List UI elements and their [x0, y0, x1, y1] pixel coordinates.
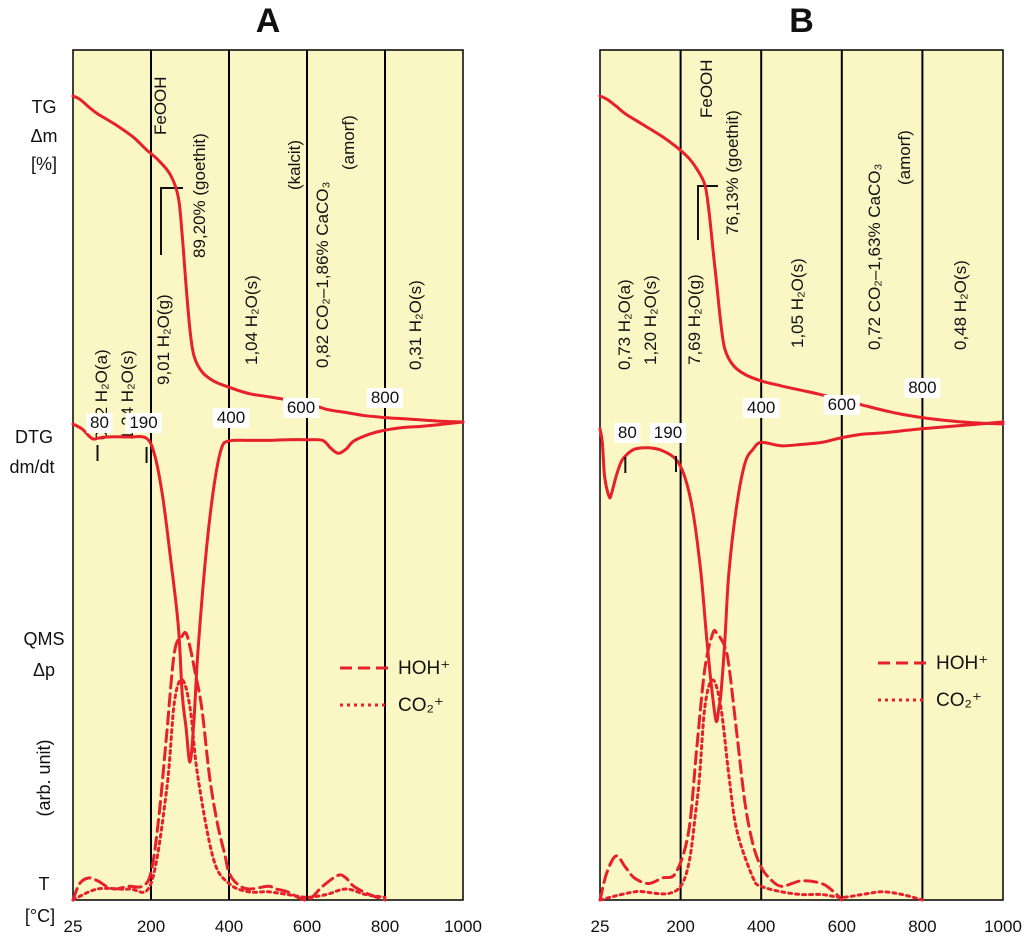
panel-a-x-tick-label: 1000 — [444, 917, 482, 936]
panel-a-co2-curve — [71, 678, 387, 902]
panel-b-title: B — [789, 2, 814, 40]
panel-b-x-tick-label: 200 — [666, 917, 694, 936]
panel-a-annotation-text: 0,31 H₂O(s) — [406, 280, 425, 370]
panel-a-annotation-text: 89,20% (goethit) — [190, 133, 209, 258]
panel-a-title: A — [256, 2, 281, 40]
panel-a-temp-label-box — [283, 398, 319, 418]
panel-b-dtg-curve — [598, 420, 1005, 724]
panel-a-temp-label: 600 — [287, 398, 315, 417]
panel-b-temp-label: 400 — [747, 398, 775, 417]
panel-a-x-tick-label: 800 — [371, 917, 399, 936]
panel-b-x-tick-label: 1000 — [984, 917, 1022, 936]
panel-b-temp-label: 800 — [908, 378, 936, 397]
panel-b-annotation-text: 1,05 H₂O(s) — [788, 258, 807, 348]
t-label: T — [39, 874, 50, 894]
tg-label: TG — [32, 97, 57, 117]
panel-a-temp-label: 190 — [129, 413, 157, 432]
panel-b-x-tick-label: 800 — [908, 917, 936, 936]
panel-b-temp-label-box — [823, 395, 860, 415]
percent-unit-label: [%] — [31, 154, 57, 174]
panel-a-x-tick-label: 400 — [215, 917, 243, 936]
panel-a-temp-label-box — [213, 408, 249, 428]
panel-a-temp-label: 80 — [90, 413, 109, 432]
panel-b-annotation-text: 7,69 H₂O(g) — [685, 274, 704, 365]
panel-a-legend-hoh-label: HOH⁺ — [398, 658, 450, 679]
panel-a-temp-label-box — [86, 413, 113, 433]
panel-a-annotation-text: (amorf) — [339, 115, 358, 170]
panel-b-legend-hoh-label: HOH⁺ — [936, 653, 988, 674]
panel-a-background — [72, 49, 464, 901]
temp-unit-label: [°C] — [25, 906, 55, 926]
panel-b-temp-label: 80 — [618, 423, 637, 442]
dtg-label: DTG — [15, 427, 53, 447]
panel-b-hoh-curve — [598, 628, 844, 902]
panel-b-background — [599, 49, 1004, 901]
panel-a-legend-co2-label: CO₂⁺ — [398, 695, 444, 716]
panel-a-tg-curve — [71, 94, 465, 424]
panel-a-annotation-text: (kalcit) — [285, 140, 304, 190]
panel-b-temp-label: 190 — [654, 423, 682, 442]
dmdt-label: dm/dt — [9, 457, 54, 477]
panel-a-x-tick-label: 200 — [137, 917, 165, 936]
panel-a-x-tick-label: 600 — [293, 917, 321, 936]
panel-a-temp-label-box — [367, 388, 403, 408]
qms-label: QMS — [23, 629, 64, 649]
panel-b-temp-label-box — [904, 378, 941, 398]
panel-a-dtg-curve — [71, 420, 465, 764]
arb-unit-label: (arb. unit) — [34, 739, 54, 816]
panel-a-annotation-text: 9,01 H₂O(g) — [154, 294, 173, 385]
panel-a-temp-label: 400 — [217, 408, 245, 427]
panel-b-tg-curve — [598, 94, 1005, 426]
panel-a-temp-label-box — [125, 413, 162, 433]
panel-b-annotation-text: (amorf) — [895, 130, 914, 185]
panel-a-x-tick-label: 25 — [64, 917, 83, 936]
panel-b-annotation-text: 1,20 H₂O(s) — [641, 275, 660, 365]
panel-b-x-tick-label: 600 — [828, 917, 856, 936]
panel-b-annotation-text: 76,13% (goethit) — [723, 110, 742, 235]
panel-b-goethite-bracket — [697, 185, 718, 240]
panel-b: B 25 200 400 600 800 1000 0,73 H₂O(a) 1,20 H₂O(s… — [591, 2, 1022, 936]
panel-b-temp-label-box — [614, 423, 641, 443]
delta-m-label: Δm — [30, 126, 57, 146]
panel-b-x-tick-label: 25 — [591, 917, 610, 936]
panel-a-annotation-text: FeOOH — [151, 76, 170, 135]
panel-b-temp-label: 600 — [828, 395, 856, 414]
delta-p-label: Δp — [33, 660, 55, 680]
panel-b-x-tick-label: 400 — [747, 917, 775, 936]
panel-b-co2-curve — [598, 678, 924, 902]
panel-b-annotation-text: 0,48 H₂O(s) — [951, 260, 970, 350]
panel-a-annotation-text: 0,82 CO₂–1,86% CaCO₃ — [313, 182, 332, 368]
panel-b-annotation-text: 0,73 H₂O(a) — [615, 279, 634, 370]
panel-b-annotation-text: 0,72 CO₂–1,63% CaCO₃ — [865, 164, 884, 350]
panel-a-temp-label: 800 — [371, 388, 399, 407]
panel-b-temp-label-box — [743, 398, 780, 418]
panel-b-annotation-text: FeOOH — [697, 59, 716, 118]
panel-b-legend-co2-label: CO₂⁺ — [936, 690, 982, 711]
panel-a-annotation-text: 1,04 H₂O(s) — [242, 275, 261, 365]
panel-b-temp-label-box — [649, 423, 686, 443]
